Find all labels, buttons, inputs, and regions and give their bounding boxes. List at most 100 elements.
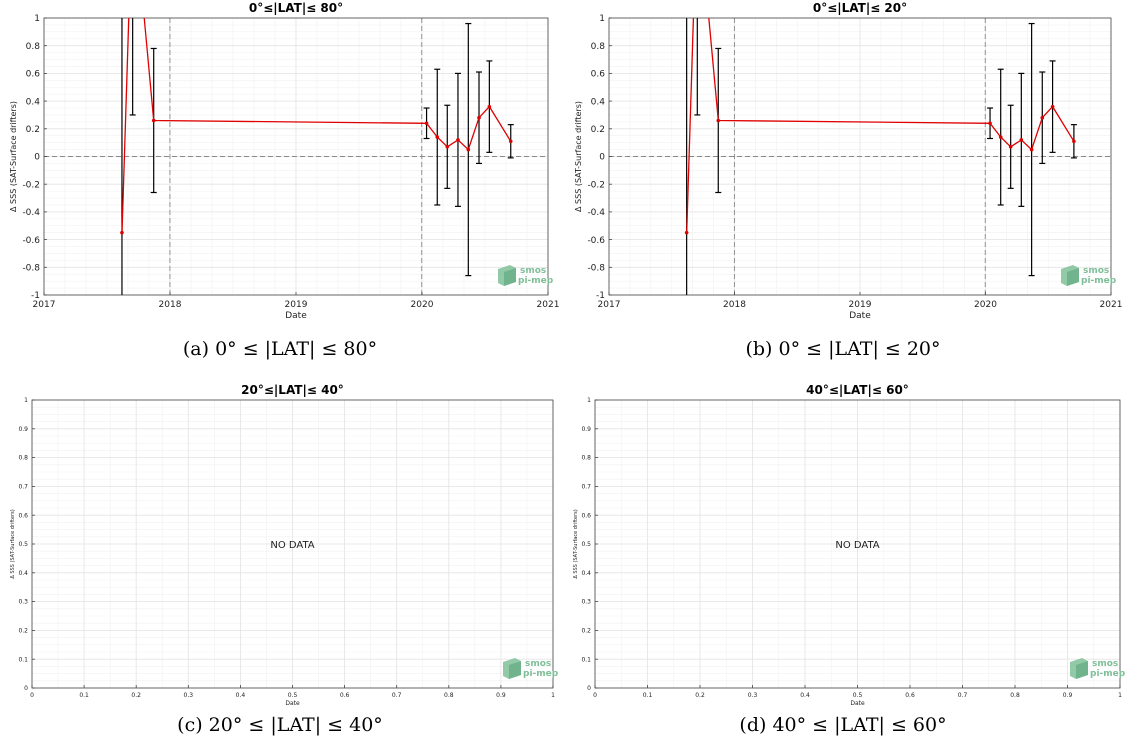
logo-line2: pi-mep xyxy=(523,669,559,679)
caption-d: (d) 40° ≤ |LAT| ≤ 60° xyxy=(739,714,947,736)
data-point xyxy=(120,230,124,235)
chart-title: 0°≤|LAT|≤ 80° xyxy=(249,1,343,15)
data-point xyxy=(508,139,513,144)
x-tick-label: 0.5 xyxy=(853,692,863,699)
data-point xyxy=(424,121,429,126)
y-tick-label: 1 xyxy=(587,397,591,404)
y-tick-label: 0.5 xyxy=(581,541,591,548)
axis-ticks xyxy=(608,17,1112,296)
x-tick-label: 2019 xyxy=(849,300,872,310)
logo-line2: pi-mep xyxy=(1090,669,1126,679)
chart-panel-c: 1 0.9 0.8 0.7 0.6 0.5 0.4 0.3 0.2 0.1 0 0 0.1 0.2 0.3 0… xyxy=(0,376,563,707)
y-tick-label: -1 xyxy=(596,291,605,301)
y-axis-label: Δ SSS (SAT-Surface drifters) xyxy=(10,509,16,578)
x-tick-label: 2021 xyxy=(537,300,560,310)
y-tick-label: 0.8 xyxy=(18,455,28,462)
y-tick-label: -1 xyxy=(31,291,40,301)
y-tick-label: 0.7 xyxy=(18,484,28,491)
data-point xyxy=(487,104,492,109)
x-tick-label: 2018 xyxy=(159,300,182,310)
logo-line2: pi-mep xyxy=(518,276,554,286)
x-tick-label: 0.1 xyxy=(79,692,89,699)
logo-line1: smos xyxy=(1092,659,1118,669)
y-tick-label: 0.4 xyxy=(581,570,591,577)
x-tick-label: 0.4 xyxy=(800,692,810,699)
x-axis-label: Date xyxy=(850,700,865,707)
y-tick-label: 0.8 xyxy=(581,455,591,462)
x-tick-label: 0 xyxy=(593,692,597,699)
data-point xyxy=(1072,139,1076,144)
x-tick-label: 0.9 xyxy=(1063,692,1073,699)
chart-title: 40°≤|LAT|≤ 60° xyxy=(806,383,909,397)
y-tick-label: -0.6 xyxy=(22,236,40,246)
y-tick-label: 0.6 xyxy=(581,512,591,519)
x-tick-label: 0.1 xyxy=(643,692,653,699)
no-data-annotation: NO DATA xyxy=(270,540,314,551)
y-tick-label: 0.8 xyxy=(26,42,41,52)
y-tick-label: -0.2 xyxy=(22,180,40,190)
x-axis-label: Date xyxy=(849,311,871,321)
x-tick-label: 1 xyxy=(1118,692,1122,699)
y-axis-label: Δ SSS (SAT-Surface drifters) xyxy=(9,101,18,212)
y-tick-label: 0.1 xyxy=(18,656,28,663)
x-tick-label: 2018 xyxy=(723,300,746,310)
y-tick-label: 0.3 xyxy=(581,599,591,606)
x-tick-label: 0.8 xyxy=(1010,692,1020,699)
y-tick-label: 0.4 xyxy=(18,570,28,577)
axis-ticks xyxy=(594,399,1121,689)
data-point xyxy=(445,145,450,149)
data-point xyxy=(1050,104,1055,109)
data-point xyxy=(1008,145,1013,149)
axis-ticks xyxy=(31,399,554,689)
x-tick-label: 2020 xyxy=(974,300,997,310)
data-point xyxy=(477,115,481,120)
x-tick-label: 2017 xyxy=(33,300,56,310)
x-tick-label: 0.8 xyxy=(444,692,454,699)
y-tick-label: 0.2 xyxy=(26,125,40,135)
x-tick-label: 0.2 xyxy=(695,692,705,699)
y-axis-label: Δ SSS (SAT-Surface drifters) xyxy=(574,101,583,212)
x-tick-label: 0.4 xyxy=(236,692,246,699)
y-tick-label: 0.3 xyxy=(18,599,28,606)
x-axis-label: Date xyxy=(285,311,307,321)
x-tick-label: 0.2 xyxy=(131,692,141,699)
y-tick-label: 0.2 xyxy=(18,628,28,635)
y-tick-label: -0.4 xyxy=(22,208,40,218)
y-tick-label: 0.6 xyxy=(591,70,606,80)
y-tick-label: 1 xyxy=(599,14,605,24)
reference-lines xyxy=(609,18,1111,295)
y-tick-label: 0.6 xyxy=(18,512,28,519)
logo-line1: smos xyxy=(1083,266,1109,276)
x-tick-label: 0.6 xyxy=(905,692,915,699)
data-point xyxy=(1040,115,1045,120)
data-point xyxy=(1029,147,1034,152)
y-tick-label: -0.2 xyxy=(587,180,605,190)
caption-a: (a) 0° ≤ |LAT| ≤ 80° xyxy=(182,338,378,360)
x-tick-label: 1 xyxy=(551,692,555,699)
y-tick-label: 0.9 xyxy=(581,426,591,433)
y-tick-label: 0.2 xyxy=(581,628,591,635)
y-tick-label: 0.4 xyxy=(591,97,606,107)
data-point xyxy=(988,121,992,126)
chart-panel-d: 1 0.9 0.8 0.7 0.6 0.5 0.4 0.3 0.2 0.1 0 0 0.1 0.2 0.3 0… xyxy=(563,376,1126,707)
series-0 xyxy=(120,18,514,295)
y-tick-label: 0.1 xyxy=(581,656,591,663)
chart-title: 0°≤|LAT|≤ 20° xyxy=(813,1,907,15)
reference-lines xyxy=(44,18,548,295)
y-tick-label: -0.8 xyxy=(22,263,40,273)
y-tick-label: 0 xyxy=(587,685,591,692)
y-tick-label: 0.5 xyxy=(18,541,28,548)
chart-title: 20°≤|LAT|≤ 40° xyxy=(241,383,344,397)
x-tick-label: 2021 xyxy=(1100,300,1123,310)
x-tick-label: 2020 xyxy=(411,300,434,310)
logo-cube-face-icon xyxy=(1076,661,1088,679)
data-point xyxy=(998,135,1003,139)
x-tick-label: 0.7 xyxy=(958,692,968,699)
x-axis-label: Date xyxy=(285,700,300,707)
x-tick-label: 0.7 xyxy=(392,692,402,699)
logo-cube-face-icon xyxy=(504,268,516,286)
